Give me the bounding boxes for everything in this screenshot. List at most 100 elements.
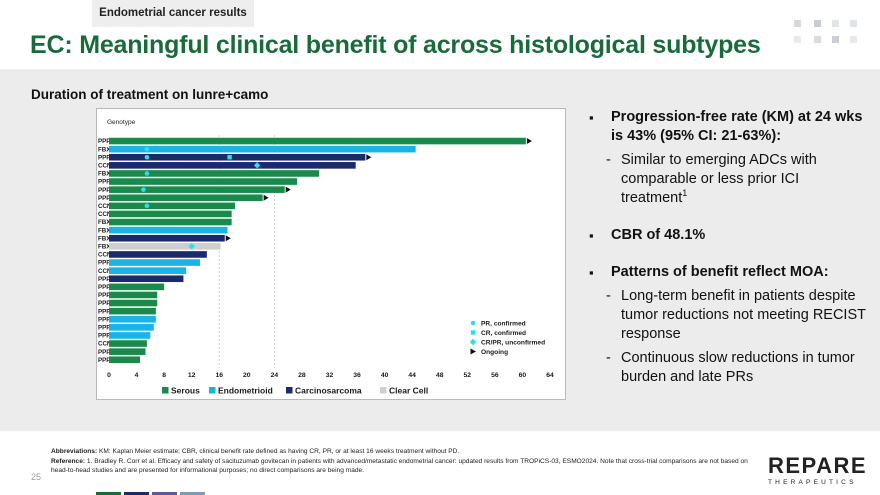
- bar: [109, 202, 236, 210]
- bar: [109, 234, 225, 242]
- x-tick-label: 16: [215, 372, 223, 379]
- bar: [109, 194, 263, 202]
- bar: [109, 356, 141, 364]
- x-tick-label: 36: [353, 372, 361, 379]
- bar: [109, 170, 320, 177]
- x-tick-label: 12: [188, 372, 196, 379]
- x-tick-label: 32: [326, 372, 334, 379]
- logo-subtitle: THERAPEUTICS: [768, 479, 857, 486]
- bullet-sub: Long-term benefit in patients despite tu…: [589, 287, 869, 344]
- bar: [109, 259, 200, 266]
- marker-legend-label: CR/PR, unconfirmed: [481, 339, 545, 346]
- ongoing-arrow: [526, 138, 532, 145]
- chart-title: Duration of treatment on lunre+camo: [31, 87, 269, 102]
- pr-confirmed-marker: [144, 171, 150, 176]
- legend-cr-symbol: [470, 330, 476, 335]
- bar-label: CCNE1: [98, 163, 120, 170]
- legend-swatch: [380, 387, 387, 394]
- x-tick-label: 64: [546, 372, 554, 379]
- bar: [109, 145, 416, 153]
- bullet-footnote-ref: 1: [682, 188, 688, 199]
- ongoing-arrow: [263, 194, 269, 201]
- legend-unconfirmed-symbol: [469, 338, 477, 346]
- abbreviations-note: Abbreviations: KM: Kaplan Meier estimate…: [51, 448, 460, 455]
- bar: [109, 307, 156, 315]
- bar: [109, 251, 207, 258]
- bar: [109, 226, 228, 234]
- bar-label: CCNE1: [98, 341, 120, 348]
- bar: [109, 348, 146, 355]
- x-tick-label: 4: [135, 372, 139, 379]
- bar: [109, 332, 151, 339]
- x-tick-label: 44: [408, 372, 416, 379]
- legend-swatch: [209, 387, 216, 394]
- bar: [109, 243, 221, 250]
- x-tick-label: 52: [464, 372, 472, 379]
- marker-legend-label: Ongoing: [481, 349, 508, 356]
- bar: [109, 291, 158, 299]
- cr-confirmed-marker: [227, 155, 232, 160]
- pr-confirmed-marker: [144, 146, 150, 152]
- bullet-sub: Similar to emerging ADCs with comparable…: [589, 151, 869, 208]
- legend-swatch: [162, 387, 169, 394]
- footer-color-strip: [96, 492, 205, 495]
- bar: [109, 275, 184, 283]
- x-tick-label: 28: [298, 372, 306, 379]
- bar: [109, 340, 147, 347]
- bullet-main: Progression-free rate (KM) at 24 wks is …: [589, 108, 869, 146]
- bar: [109, 299, 158, 307]
- bar: [109, 218, 232, 226]
- legend-label: Clear Cell: [389, 386, 428, 396]
- bar: [109, 324, 154, 331]
- bar: [109, 186, 285, 193]
- logo-wordmark: REPARE: [768, 453, 868, 478]
- bar: [109, 283, 165, 291]
- x-tick-label: 60: [519, 372, 527, 379]
- bullet-sub: Continuous slow reductions in tumor burd…: [589, 349, 869, 387]
- bar: [109, 210, 232, 218]
- legend-ongoing-symbol: [470, 348, 476, 355]
- marker-legend-label: PR, confirmed: [481, 320, 526, 327]
- bar: [109, 137, 526, 145]
- x-tick-label: 0: [107, 372, 111, 379]
- bar-label: CCNE1: [98, 252, 120, 259]
- marker-legend-label: CR, confirmed: [481, 330, 526, 337]
- reference-note: Reference: 1. Bradley R. Corr et al. Eff…: [51, 457, 748, 475]
- bar: [109, 178, 298, 185]
- ongoing-arrow: [366, 154, 372, 161]
- x-tick-label: 40: [381, 372, 389, 379]
- pr-confirmed-marker: [144, 203, 150, 209]
- x-tick-label: 56: [491, 372, 499, 379]
- x-tick-label: 8: [162, 372, 166, 379]
- legend-label: Carcinosarcoma: [295, 386, 362, 396]
- legend-swatch: [286, 387, 293, 394]
- page-number: 25: [31, 472, 42, 482]
- bar: [109, 315, 156, 323]
- bullet-main: Patterns of benefit reflect MOA:: [589, 263, 869, 282]
- bar: [109, 153, 366, 161]
- page-title: EC: Meaningful clinical benefit of acros…: [30, 31, 761, 59]
- genotype-header: Genotype: [107, 119, 136, 126]
- x-tick-label: 20: [243, 372, 251, 379]
- section-tag: Endometrial cancer results: [92, 0, 254, 27]
- legend-label: Endometrioid: [218, 386, 273, 396]
- pr-confirmed-marker: [141, 187, 146, 192]
- footer-notes: Abbreviations: KM: Kaplan Meier estimate…: [51, 447, 751, 476]
- legend-label: Serous: [171, 386, 200, 396]
- legend-pr-symbol: [470, 320, 476, 326]
- bullet-main: CBR of 48.1%: [589, 226, 869, 245]
- ongoing-arrow: [285, 186, 291, 193]
- x-tick-label: 24: [271, 372, 279, 379]
- decorative-dots: [792, 14, 862, 54]
- bullet-list: Progression-free rate (KM) at 24 wks is …: [589, 108, 869, 387]
- pr-confirmed-marker: [144, 154, 150, 160]
- bar-label: CCNE1: [98, 268, 120, 275]
- bar: [109, 267, 187, 274]
- unconfirmed-marker: [253, 162, 261, 169]
- chart-panel: GenotypePPP2R1AFBXW7PPP2R1ACCNE1FBXW7PPP…: [96, 108, 566, 400]
- swimmer-chart: GenotypePPP2R1AFBXW7PPP2R1ACCNE1FBXW7PPP…: [98, 119, 554, 396]
- ongoing-arrow: [225, 235, 231, 242]
- bar: [109, 162, 356, 169]
- company-logo: REPARE THERAPEUTICS: [768, 453, 868, 489]
- x-tick-label: 48: [436, 372, 444, 379]
